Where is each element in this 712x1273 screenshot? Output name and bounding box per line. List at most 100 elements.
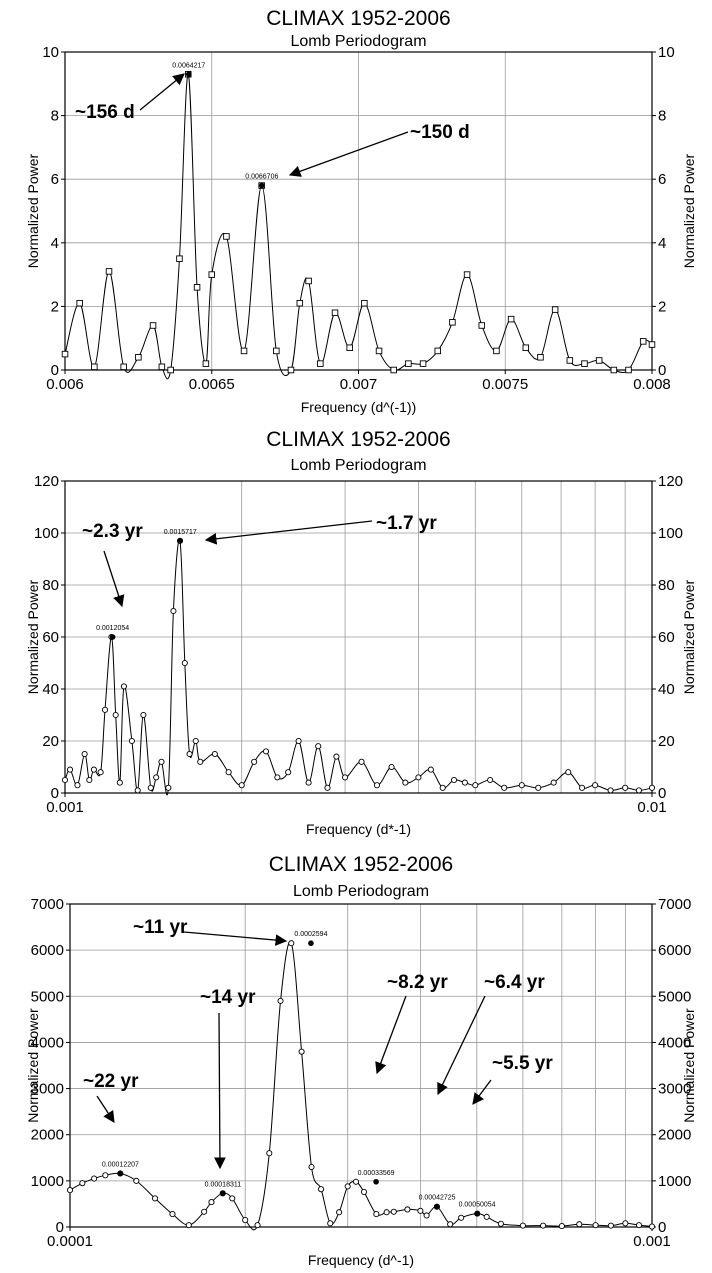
- x-tick-label: 0.0075: [482, 376, 528, 393]
- y-tick-label-left: 3000: [31, 1081, 64, 1098]
- peak-value-label: 0.0002594: [294, 931, 327, 938]
- data-point: [458, 1214, 465, 1221]
- chart-title: CLIMAX 1952-2006: [266, 428, 450, 451]
- annotation-arrow: [437, 995, 486, 1096]
- chart-panel-2: CLIMAX 1952-2006 Lomb Periodogram 0 0 20 20 40…: [25, 428, 697, 837]
- y-tick-label-left: 0: [51, 785, 59, 802]
- data-point: [81, 750, 88, 758]
- data-point: [535, 784, 542, 791]
- data-point: [170, 607, 177, 615]
- x-axis-label: Frequency (d*-1): [306, 821, 411, 837]
- y-tick-label-left: 4000: [31, 1034, 64, 1051]
- data-point: [361, 299, 368, 307]
- data-point: [158, 363, 166, 371]
- data-point: [360, 1188, 368, 1195]
- peak-marker: [220, 1190, 226, 1197]
- data-point: [595, 357, 603, 364]
- x-tick-label: 0.008: [633, 376, 671, 393]
- peak-marker: [117, 1170, 124, 1177]
- data-point: [274, 774, 281, 781]
- peak-marker: [177, 538, 184, 544]
- y-tick-label-right: 5000: [658, 988, 691, 1005]
- data-point: [375, 347, 383, 355]
- data-point: [497, 1220, 504, 1227]
- y-tick-label-right: 6000: [658, 942, 691, 959]
- period-annotation: ~14 yr: [200, 987, 256, 1008]
- y-tick-label-right: 60: [658, 629, 675, 646]
- chart-title: CLIMAX 1952-2006: [269, 853, 453, 876]
- data-point: [66, 1187, 74, 1194]
- data-point: [324, 784, 331, 791]
- data-point: [522, 344, 530, 351]
- period-annotation: ~1.7 yr: [376, 513, 437, 534]
- data-point: [352, 1178, 360, 1185]
- data-point: [296, 299, 304, 307]
- peak-value-label: 0.00033569: [358, 1170, 395, 1177]
- annotation-arrow: [288, 131, 409, 177]
- data-point: [405, 360, 412, 367]
- data-point: [308, 1163, 315, 1171]
- y-axis-label-left: Normalized Power: [25, 579, 41, 694]
- data-point: [373, 1211, 380, 1218]
- data-point: [101, 706, 109, 713]
- y-tick-label-right: 4: [658, 235, 666, 252]
- data-point: [336, 1209, 343, 1216]
- data-point: [251, 758, 258, 765]
- y-tick-label-left: 1000: [31, 1173, 64, 1190]
- x-tick-label: 0.01: [637, 799, 666, 816]
- data-point: [581, 360, 588, 367]
- data-point: [427, 766, 434, 773]
- data-point: [390, 1208, 397, 1215]
- y-tick-label-left: 2: [51, 298, 59, 315]
- data-point: [120, 363, 127, 371]
- y-tick-label-right: 0: [658, 362, 666, 379]
- data-point: [383, 1209, 390, 1216]
- data-point: [315, 743, 322, 750]
- y-tick-label-right: 0: [658, 785, 666, 802]
- chart-panel-1: CLIMAX 1952-2006 Lomb Periodogram 0 0 2 2 4 4 6 6…: [25, 7, 697, 415]
- data-point: [519, 1222, 526, 1229]
- data-point: [240, 347, 248, 355]
- data-point: [417, 1207, 424, 1214]
- data-point: [133, 1177, 140, 1184]
- data-point: [635, 787, 642, 794]
- data-point: [90, 766, 97, 773]
- data-point: [423, 1212, 430, 1219]
- data-point: [622, 1220, 629, 1227]
- y-tick-label-left: 6: [51, 171, 59, 188]
- peak-marker: [373, 1178, 379, 1185]
- y-tick-label-right: 2000: [658, 1127, 691, 1144]
- data-point: [211, 750, 218, 758]
- peak-marker: [434, 1203, 440, 1210]
- y-tick-label-left: 80: [42, 577, 59, 594]
- data-point: [610, 366, 618, 374]
- series-line: [64, 539, 653, 796]
- peak-value-label: 0.00042725: [419, 1195, 456, 1202]
- data-point: [186, 750, 193, 758]
- data-point: [208, 271, 215, 278]
- data-point: [592, 782, 599, 789]
- y-tick-label-right: 20: [658, 733, 675, 750]
- data-point: [288, 940, 295, 947]
- data-point: [193, 284, 201, 291]
- peak-value-label: 0.00018311: [205, 1181, 242, 1188]
- period-annotation: ~150 d: [410, 122, 470, 143]
- period-annotation: ~22 yr: [83, 1071, 139, 1092]
- data-point: [487, 776, 494, 784]
- data-point: [333, 753, 340, 760]
- data-point: [419, 360, 427, 367]
- y-tick-label-right: 80: [658, 577, 675, 594]
- data-point: [447, 1221, 454, 1228]
- x-tick-label: 0.006: [46, 376, 84, 393]
- data-point: [151, 1195, 159, 1202]
- chart-subtitle: Lomb Periodogram: [290, 457, 426, 474]
- chart-subtitle: Lomb Periodogram: [290, 33, 426, 50]
- y-tick-label-right: 8: [658, 108, 666, 125]
- data-point: [518, 782, 525, 789]
- chart-title: CLIMAX 1952-2006: [266, 7, 450, 30]
- y-tick-label-right: 40: [658, 681, 675, 698]
- y-tick-label-left: 0: [51, 362, 59, 379]
- peak-marker: [109, 634, 116, 640]
- data-point: [472, 782, 479, 789]
